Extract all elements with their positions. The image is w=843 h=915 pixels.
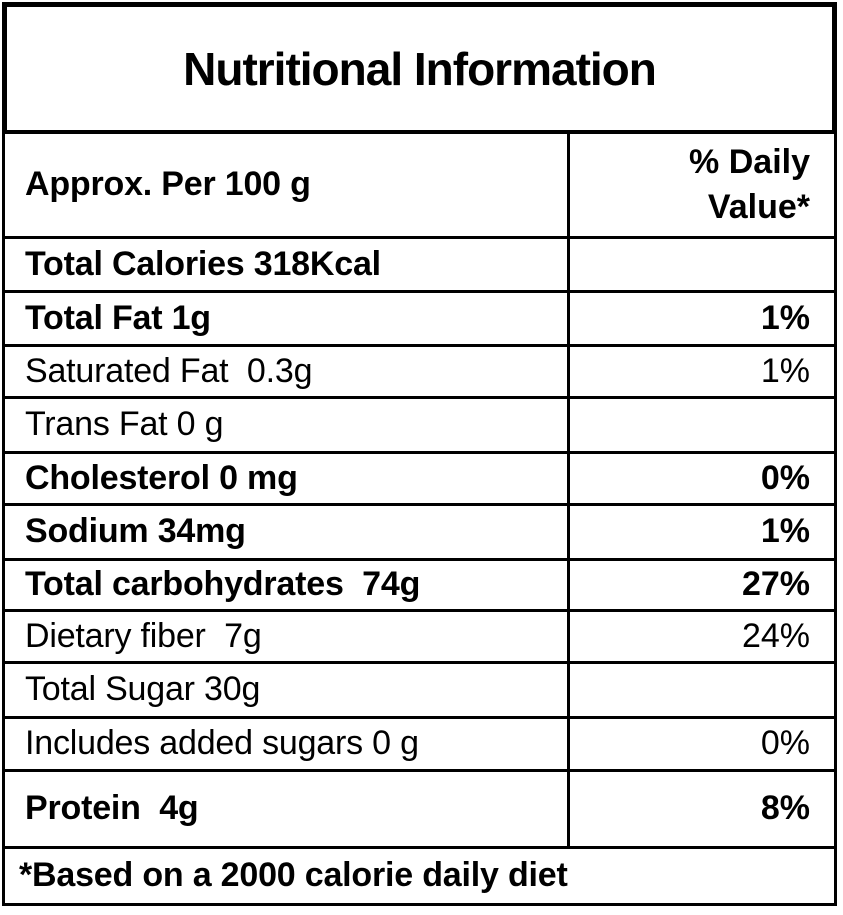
daily-value: 1% bbox=[567, 347, 834, 396]
daily-value-header-text: % Daily Value* bbox=[689, 143, 820, 226]
nutrient-label: Cholesterol 0 mg bbox=[25, 458, 298, 497]
row-total-sugar: Total Sugar 30g bbox=[5, 661, 834, 716]
nutrient-label: Total Fat 1g bbox=[25, 298, 211, 337]
row-total-carbohydrates: Total carbohydrates 74g 27% bbox=[5, 558, 834, 609]
daily-value: 27% bbox=[567, 561, 834, 609]
row-sodium: Sodium 34mg 1% bbox=[5, 503, 834, 558]
row-added-sugars: Includes added sugars 0 g 0% bbox=[5, 716, 834, 769]
daily-value: 0% bbox=[567, 454, 834, 503]
row-total-calories: Total Calories 318Kcal bbox=[5, 236, 834, 290]
daily-value bbox=[567, 664, 834, 716]
row-saturated-fat: Saturated Fat 0.3g 1% bbox=[5, 344, 834, 396]
title-box: Nutritional Information bbox=[2, 2, 837, 135]
daily-value: 0% bbox=[567, 719, 834, 769]
row-cholesterol: Cholesterol 0 mg 0% bbox=[5, 451, 834, 503]
nutrient-label: Trans Fat 0 g bbox=[25, 405, 224, 444]
row-dietary-fiber: Dietary fiber 7g 24% bbox=[5, 609, 834, 661]
nutrient-label: Total carbohydrates 74g bbox=[25, 565, 421, 604]
row-trans-fat: Trans Fat 0 g bbox=[5, 396, 834, 451]
nutrient-label: Dietary fiber 7g bbox=[25, 616, 262, 655]
daily-value: 1% bbox=[567, 293, 834, 344]
footnote-text: *Based on a 2000 calorie daily diet bbox=[19, 856, 568, 895]
daily-value-column-header: % Daily Value* bbox=[567, 134, 834, 236]
footnote-row: *Based on a 2000 calorie daily diet bbox=[5, 846, 834, 903]
header-row: Approx. Per 100 g % Daily Value* bbox=[5, 134, 834, 236]
serving-basis-label: Approx. Per 100 g bbox=[25, 165, 311, 204]
nutrient-label: Protein 4g bbox=[25, 789, 199, 828]
nutrition-table: Approx. Per 100 g % Daily Value* Total C… bbox=[2, 131, 837, 906]
nutrient-label: Saturated Fat 0.3g bbox=[25, 351, 313, 390]
nutrient-label: Sodium 34mg bbox=[25, 512, 246, 551]
nutrient-label: Includes added sugars 0 g bbox=[25, 724, 419, 763]
daily-value: 8% bbox=[567, 772, 834, 846]
row-total-fat: Total Fat 1g 1% bbox=[5, 290, 834, 344]
daily-value: 1% bbox=[567, 506, 834, 558]
daily-value: 24% bbox=[567, 612, 834, 661]
nutrient-label: Total Calories 318Kcal bbox=[25, 244, 381, 283]
row-protein: Protein 4g 8% bbox=[5, 769, 834, 846]
page-title: Nutritional Information bbox=[183, 42, 657, 95]
daily-value bbox=[567, 399, 834, 451]
nutrient-label: Total Sugar 30g bbox=[25, 670, 261, 709]
daily-value bbox=[567, 239, 834, 290]
